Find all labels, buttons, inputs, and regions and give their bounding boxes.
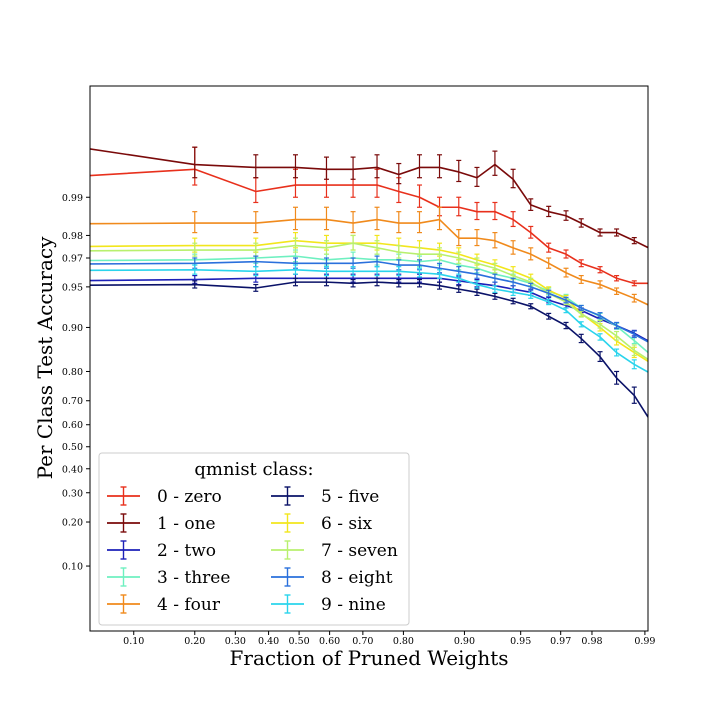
x-tick-label: 0.30 xyxy=(225,636,246,647)
legend-entry: 6 - six xyxy=(271,513,373,534)
x-axis: 0.10 0.20 0.30 0.40 0.50 0.60 0.70 0.80 0.90 0.95… xyxy=(123,631,655,647)
x-tick-label: 0.10 xyxy=(123,636,144,647)
x-axis-title: Fraction of Pruned Weights xyxy=(230,646,509,670)
x-tick-label: 0.98 xyxy=(581,636,602,647)
x-tick-label: 0.70 xyxy=(352,636,373,647)
x-tick-label: 0.95 xyxy=(510,636,531,647)
legend-entry: 8 - eight xyxy=(271,567,393,588)
x-tick-label: 0.90 xyxy=(454,636,475,647)
legend-entry: 1 - one xyxy=(107,513,216,534)
legend-entry: 0 - zero xyxy=(107,486,222,507)
series-five xyxy=(90,277,648,419)
legend-label: 7 - seven xyxy=(321,541,398,561)
x-tick-label: 0.97 xyxy=(550,636,571,647)
series-layer xyxy=(90,146,648,419)
y-tick-label: 0.99 xyxy=(62,193,83,204)
series-line xyxy=(90,218,648,306)
y-tick-label: 0.95 xyxy=(62,282,83,293)
legend-label: 2 - two xyxy=(157,541,216,561)
y-tick-label: 0.10 xyxy=(62,562,83,573)
series-one xyxy=(90,146,648,249)
series-line xyxy=(90,242,648,361)
y-tick-label: 0.50 xyxy=(62,442,83,453)
legend: qmnist class: 0 - zero 1 - one 2 - two 3 - … xyxy=(98,452,410,626)
series-line xyxy=(90,168,648,285)
y-tick-label: 0.60 xyxy=(62,420,83,431)
series-line xyxy=(90,255,648,354)
legend-label: 4 - four xyxy=(157,595,221,615)
legend-label: 8 - eight xyxy=(321,568,393,588)
x-tick-label: 0.99 xyxy=(634,636,655,647)
y-tick-label: 0.20 xyxy=(62,518,83,529)
legend-label: 9 - nine xyxy=(321,595,386,615)
legend-label: 1 - one xyxy=(157,514,216,534)
x-tick-label: 0.60 xyxy=(319,636,340,647)
y-axis-title: Per Class Test Accuracy xyxy=(33,236,57,480)
series-line xyxy=(90,268,648,373)
y-tick-label: 0.98 xyxy=(62,231,83,242)
x-tick-label: 0.50 xyxy=(289,636,310,647)
plot-frame xyxy=(89,85,649,632)
y-tick-label: 0.80 xyxy=(62,367,83,378)
series-line xyxy=(90,239,648,363)
series-eight xyxy=(90,255,648,343)
legend-entry: 5 - five xyxy=(271,486,379,507)
legend-entry: 2 - two xyxy=(107,540,216,561)
y-tick-label: 0.97 xyxy=(62,254,83,265)
x-tick-label: 0.40 xyxy=(258,636,279,647)
series-four xyxy=(90,206,648,306)
y-tick-label: 0.30 xyxy=(62,488,83,499)
legend-entry: 7 - seven xyxy=(271,540,398,561)
series-zero xyxy=(90,146,648,287)
legend-entry: 9 - nine xyxy=(271,594,386,615)
y-tick-label: 0.90 xyxy=(62,323,83,334)
legend-label: 5 - five xyxy=(321,487,379,507)
x-tick-label: 0.20 xyxy=(184,636,205,647)
legend-title: qmnist class: xyxy=(194,459,313,480)
y-tick-label: 0.70 xyxy=(62,396,83,407)
series-line xyxy=(90,281,648,419)
legend-label: 3 - three xyxy=(157,568,230,588)
legend-label: 0 - zero xyxy=(157,487,222,507)
x-tick-label: 0.80 xyxy=(393,636,414,647)
series-nine xyxy=(90,264,648,373)
legend-entry: 3 - three xyxy=(107,567,230,588)
series-line xyxy=(90,148,648,249)
legend-items: 0 - zero 1 - one 2 - two 3 - three 4 - four 5… xyxy=(107,486,398,615)
legend-label: 6 - six xyxy=(321,514,373,534)
series-line xyxy=(90,260,648,343)
y-tick-label: 0.40 xyxy=(62,464,83,475)
legend-box xyxy=(98,452,410,626)
legend-entry: 4 - four xyxy=(107,594,221,615)
y-axis: 0.10 0.20 0.30 0.40 0.50 0.60 0.70 0.80 0.90 0.95… xyxy=(62,193,90,573)
